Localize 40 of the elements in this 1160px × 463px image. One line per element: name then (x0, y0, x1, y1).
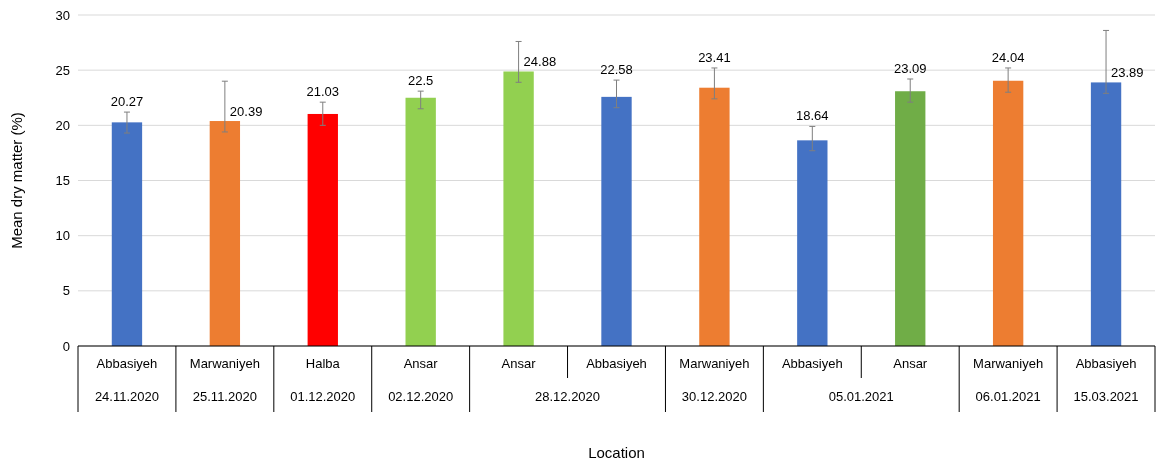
data-label: 20.39 (229, 104, 263, 120)
text: 28.12.2020 (535, 389, 601, 404)
data-label: 21.03 (306, 84, 340, 100)
x-tick-label: Ansar (501, 356, 537, 371)
data-label: 20.27 (110, 94, 144, 110)
y-tick-label: 20 (55, 117, 70, 133)
x-tick-label: Halba (305, 356, 341, 371)
text: 25.11.2020 (192, 389, 257, 404)
x-tick-label: Marwaniyeh (189, 356, 260, 371)
data-label: 23.09 (893, 60, 927, 76)
data-label: 18.64 (796, 108, 829, 124)
y-tick-label: 15 (55, 173, 70, 189)
x-tick-label: Marwaniyeh (973, 356, 1044, 371)
x-tick-label: Ansar (403, 356, 439, 371)
text: 30.12.2020 (681, 389, 747, 404)
data-label: 22.58 (600, 62, 633, 78)
text: 06.01.2021 (975, 389, 1041, 404)
x-tick-label: Ansar (893, 356, 928, 371)
text: 02.12.2020 (388, 389, 454, 404)
y-axis-title: Mean dry matter (%) (8, 112, 25, 249)
y-tick-label: 5 (62, 283, 70, 299)
y-tick-label: 10 (55, 228, 70, 244)
data-label: 24.04 (991, 49, 1025, 65)
text: 15.03.2021 (1073, 389, 1139, 404)
x-tick-label: Abbasiyeh (781, 356, 843, 371)
x-axis-title: Location (588, 444, 645, 461)
x-tick-label: Abbasiyeh (96, 356, 158, 371)
x-tick-label: Abbasiyeh (586, 356, 647, 371)
data-label: 22.5 (408, 73, 434, 89)
text: 05.01.2021 (828, 389, 894, 404)
text: 01.12.2020 (290, 389, 356, 404)
data-label: 24.88 (523, 54, 557, 70)
y-tick-label: 25 (55, 62, 70, 78)
x-tick-label: Abbasiyeh (1075, 356, 1137, 371)
data-label: 23.89 (1111, 65, 1144, 81)
y-tick-label: 0 (62, 338, 70, 354)
x-tick-label: Marwaniyeh (679, 356, 750, 371)
y-tick-label: 30 (55, 7, 70, 23)
text: 24.11.2020 (94, 389, 160, 404)
data-label: 23.41 (698, 49, 731, 65)
